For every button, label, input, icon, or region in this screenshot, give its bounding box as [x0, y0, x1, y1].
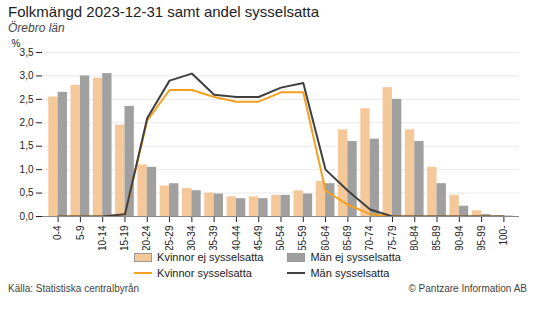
- svg-text:10-14: 10-14: [97, 225, 108, 250]
- svg-text:80-84: 80-84: [409, 225, 420, 250]
- svg-text:95-99: 95-99: [476, 225, 487, 250]
- html-text:Män sysselsatta: Män sysselsatta: [310, 267, 390, 279]
- svg-text:3,0: 3,0: [20, 70, 34, 81]
- svg-text:0,0: 0,0: [20, 211, 34, 222]
- html-text:Kvinnor ej sysselsatta: Kvinnor ej sysselsatta: [157, 251, 264, 263]
- html-text:Källa: Statistiska centralbyrå: Källa: Statistiska centralbyrån: [8, 283, 140, 294]
- svg-text:30-34: 30-34: [186, 225, 197, 250]
- svg-text:0-4: 0-4: [52, 225, 63, 240]
- svg-text:3,5: 3,5: [20, 47, 34, 58]
- svg-text:1,5: 1,5: [20, 140, 34, 151]
- svg-text:55-59: 55-59: [297, 225, 308, 250]
- svg-text:2,5: 2,5: [20, 94, 34, 105]
- html-text:Örebro län: Örebro län: [8, 21, 65, 35]
- svg-text:15-19: 15-19: [119, 225, 130, 250]
- svg-text:0,5: 0,5: [20, 187, 34, 198]
- svg-text:45-49: 45-49: [253, 225, 264, 250]
- svg-text:1,0: 1,0: [20, 164, 34, 175]
- svg-text:70-74: 70-74: [364, 225, 375, 250]
- svg-text:65-69: 65-69: [342, 225, 353, 250]
- svg-text:90-94: 90-94: [454, 225, 465, 250]
- svg-text:35-39: 35-39: [208, 225, 219, 250]
- html-text:Kvinnor sysselsatta: Kvinnor sysselsatta: [157, 267, 252, 279]
- svg-text:5-9: 5-9: [75, 225, 86, 240]
- svg-text:2,0: 2,0: [20, 117, 34, 128]
- svg-text:20-24: 20-24: [141, 225, 152, 250]
- svg-text:50-54: 50-54: [275, 225, 286, 250]
- svg-text:40-44: 40-44: [231, 225, 242, 250]
- html-text:© Pantzare Information AB: © Pantzare Information AB: [408, 283, 527, 294]
- svg-text:75-79: 75-79: [387, 225, 398, 250]
- html-text:Folkmängd 2023-12-31 samt ande: Folkmängd 2023-12-31 samt andel sysselsa…: [8, 3, 319, 20]
- svg-text:60-64: 60-64: [320, 225, 331, 250]
- svg-text:25-29: 25-29: [164, 225, 175, 250]
- html-text:Män ej sysselsatta: Män ej sysselsatta: [310, 251, 401, 263]
- svg-text:100-: 100-: [498, 226, 509, 246]
- svg-text:%: %: [12, 38, 21, 49]
- svg-text:85-89: 85-89: [431, 225, 442, 250]
